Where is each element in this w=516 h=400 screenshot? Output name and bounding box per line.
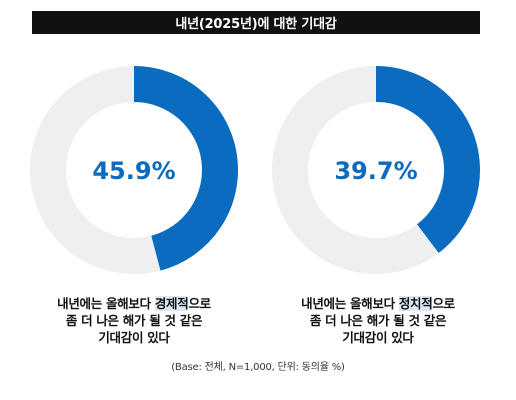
donut-chart-political: 39.7%	[272, 66, 480, 274]
caption-line-3: 기대감이 있다	[98, 330, 170, 345]
caption-political: 내년에는 올해보다 정치적으로 좀 더 나은 해가 될 것 같은 기대감이 있다	[268, 295, 488, 346]
caption-highlight: 경제적	[154, 296, 189, 311]
caption-economic: 내년에는 올해보다 경제적으로 좀 더 나은 해가 될 것 같은 기대감이 있다	[24, 295, 244, 346]
donut-slice-political	[375, 66, 480, 253]
donut-value-label: 45.9%	[92, 157, 175, 185]
caption-line-1: 내년에는 올해보다 정치적으로	[301, 296, 455, 311]
chart-title: 내년(2025년)에 대한 기대감	[32, 11, 480, 34]
donut-chart-economic: 45.9%	[30, 66, 238, 274]
footnote: (Base: 전체, N=1,000, 단위: 동의율 %)	[171, 362, 345, 373]
caption-highlight: 정치적	[398, 296, 433, 311]
donut-slice-economic	[133, 66, 238, 271]
caption-line-2: 좀 더 나은 해가 될 것 같은	[309, 313, 447, 328]
donut-value-label: 39.7%	[334, 157, 417, 185]
caption-line-2: 좀 더 나은 해가 될 것 같은	[65, 313, 203, 328]
caption-line-3: 기대감이 있다	[342, 330, 414, 345]
caption-line-1: 내년에는 올해보다 경제적으로	[57, 296, 211, 311]
